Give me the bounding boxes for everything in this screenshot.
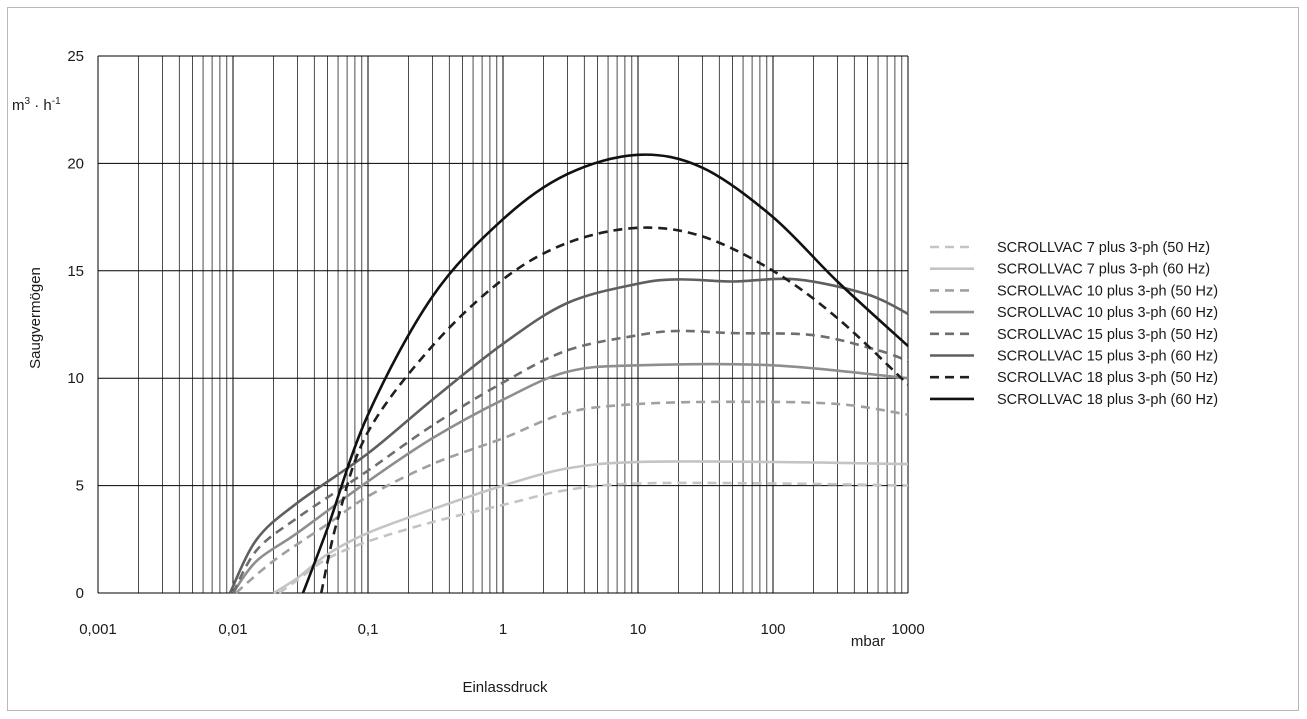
y-unit-label: m3 · h-1 <box>12 96 61 114</box>
y-unit-mid: · h <box>30 97 52 114</box>
legend-entry-label: SCROLLVAC 15 plus 3-ph (50 Hz) <box>997 327 1218 343</box>
series-line <box>278 481 909 595</box>
legend-entry-label: SCROLLVAC 18 plus 3-ph (60 Hz) <box>997 392 1218 408</box>
series-line <box>272 460 909 595</box>
series-line <box>231 329 909 594</box>
legend-entry-label: SCROLLVAC 10 plus 3-ph (50 Hz) <box>997 283 1218 299</box>
legend-entry-label: SCROLLVAC 18 plus 3-ph (50 Hz) <box>997 370 1218 386</box>
major-grid <box>97 55 909 594</box>
y-axis-title: Saugvermögen <box>27 267 44 369</box>
chart-frame <box>7 7 1299 711</box>
x-tick-label: 1000 <box>891 621 924 638</box>
series-line <box>228 277 909 594</box>
x-tick-labels: 0,001 0,01 0,1 1 10 100 1000 <box>79 621 924 638</box>
y-tick-label: 0 <box>76 585 84 602</box>
series-line <box>319 226 909 594</box>
x-tick-label: 0,01 <box>218 621 247 638</box>
legend-entry-label: SCROLLVAC 10 plus 3-ph (60 Hz) <box>997 305 1218 321</box>
minor-grid <box>138 56 903 593</box>
series-line <box>301 153 909 594</box>
legend-entry-label: SCROLLVAC 7 plus 3-ph (60 Hz) <box>997 262 1210 278</box>
series-curves <box>228 153 909 595</box>
y-tick-label: 20 <box>67 155 84 172</box>
y-tick-labels: 0 5 10 15 20 25 <box>67 48 84 602</box>
y-unit-sup1: 3 <box>25 96 31 107</box>
x-tick-label: 1 <box>499 621 507 638</box>
legend-entry-label: SCROLLVAC 15 plus 3-ph (60 Hz) <box>997 349 1218 365</box>
x-tick-label: 0,001 <box>79 621 117 638</box>
y-unit-sup2: -1 <box>52 96 61 107</box>
x-unit-label: mbar <box>851 633 885 650</box>
x-tick-label: 0,1 <box>358 621 379 638</box>
x-tick-label: 100 <box>760 621 785 638</box>
series-line <box>235 400 909 594</box>
y-tick-label: 10 <box>67 370 84 387</box>
y-tick-label: 5 <box>76 478 84 495</box>
y-tick-label: 15 <box>67 263 84 280</box>
x-axis-title: Einlassdruck <box>462 679 548 696</box>
legend: SCROLLVAC 7 plus 3-ph (50 Hz) SCROLLVAC 7… <box>930 240 1218 408</box>
legend-entry-label: SCROLLVAC 7 plus 3-ph (50 Hz) <box>997 240 1210 256</box>
x-tick-label: 10 <box>630 621 647 638</box>
y-tick-label: 25 <box>67 48 84 65</box>
y-unit-base: m <box>12 97 25 114</box>
series-line <box>231 362 909 594</box>
